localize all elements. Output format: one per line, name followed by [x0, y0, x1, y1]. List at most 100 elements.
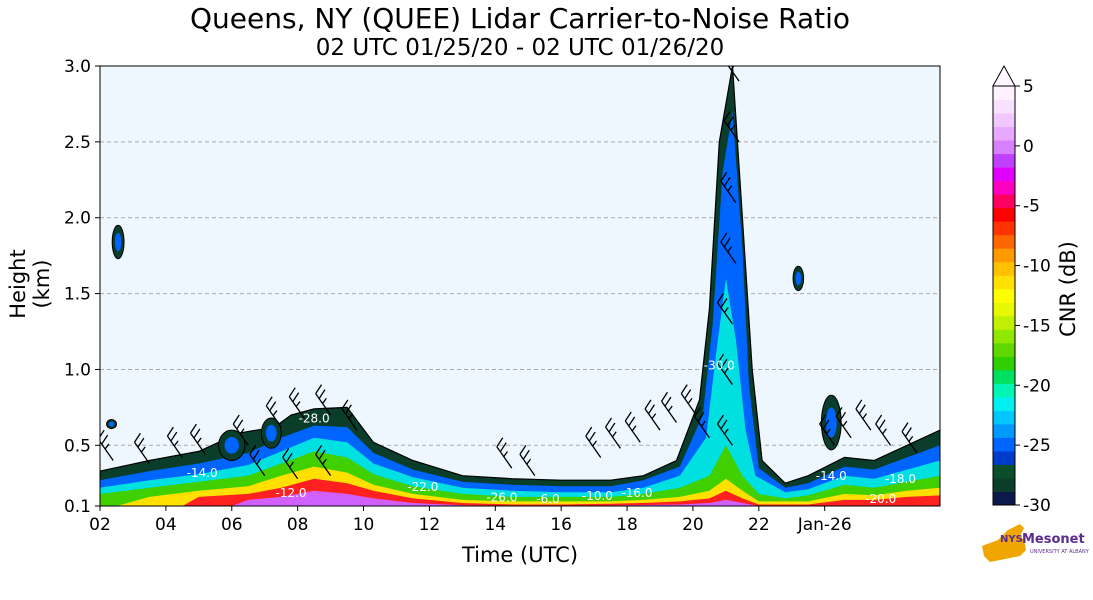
wind-barb — [315, 384, 332, 416]
colorbar-swatch — [993, 113, 1015, 128]
y-tick-label: 1.0 — [64, 360, 91, 380]
wind-barb — [100, 429, 114, 461]
colorbar-swatch — [993, 491, 1015, 506]
nys-mesonet-logo — [982, 524, 1026, 562]
y-axis: 0.1 0.5 1.0 1.5 2.0 2.5 3.0 — [64, 57, 100, 517]
cnr-layer-cyan — [100, 278, 940, 506]
colorbar-swatch — [993, 180, 1015, 195]
chart-title: Queens, NY (QUEE) Lidar Carrier-to-Noise… — [190, 2, 850, 35]
cnr-blob-core — [795, 271, 802, 286]
wind-barb — [496, 437, 513, 469]
x-tick-label: 10 — [353, 515, 375, 535]
wind-barb — [661, 391, 678, 423]
x-tick-label: 02 — [89, 515, 111, 535]
wind-barb — [189, 423, 206, 455]
contour-label: -18.0 — [885, 472, 916, 486]
contour-label: -10.0 — [582, 489, 613, 503]
wind-barb — [624, 411, 641, 443]
wind-barb — [680, 384, 697, 416]
wind-barb — [265, 396, 282, 428]
wind-barb — [723, 111, 740, 143]
cnr-layer-purple — [231, 490, 759, 506]
colorbar-tick-label: -25 — [1023, 436, 1051, 456]
logo-mesonet-text: Mesonet — [1022, 532, 1085, 547]
colorbar-swatch — [993, 329, 1015, 344]
cnr-blob-core — [108, 421, 115, 427]
colorbar-swatch — [993, 99, 1015, 114]
x-tick-label: 12 — [419, 515, 441, 535]
x-axis: 02 04 06 08 10 12 14 16 18 20 22 Jan-26 — [89, 506, 852, 535]
colorbar-swatch — [993, 167, 1015, 182]
contour-label: -14.0 — [187, 466, 218, 480]
colorbar-swatch — [993, 383, 1015, 398]
y-tick-label: 2.0 — [64, 209, 91, 229]
plot-frame — [99, 65, 941, 507]
wind-barb — [644, 399, 661, 431]
colorbar-tick-label: -10 — [1023, 257, 1051, 277]
colorbar-tick-label: -20 — [1023, 376, 1051, 396]
wind-barb — [693, 407, 710, 439]
grid-lines — [100, 141, 940, 446]
colorbar-frame — [992, 85, 1016, 506]
wind-barb — [605, 417, 622, 449]
y-tick-label: 1.5 — [64, 285, 91, 305]
wind-barb — [519, 444, 536, 477]
contour-label: -22.0 — [407, 480, 438, 494]
wind-barb — [901, 422, 918, 454]
colorbar-swatch — [993, 410, 1015, 425]
wind-barb — [819, 414, 836, 446]
wind-barb — [717, 414, 734, 446]
colorbar-swatch — [993, 234, 1015, 249]
wind-barb — [723, 66, 740, 82]
logo-nys-text: NYS — [1000, 534, 1023, 545]
wind-barb — [341, 399, 358, 431]
wind-barb — [288, 387, 305, 419]
x-tick-label: 20 — [682, 515, 704, 535]
cnr-blob-core — [224, 436, 240, 454]
colorbar-swatch — [993, 342, 1015, 357]
wind-barb — [720, 232, 737, 264]
contour-label: -6.0 — [536, 492, 559, 506]
contour-label: -16.0 — [621, 486, 652, 500]
colorbar: 5 0 -5 -10 -15 -20 -25 -30 — [992, 64, 1051, 516]
contour-label: -30.0 — [704, 358, 735, 372]
colorbar-swatch — [993, 126, 1015, 141]
wind-barb — [315, 444, 332, 477]
contour-label: -12.0 — [276, 486, 307, 500]
wind-barb — [585, 426, 602, 458]
contour-label: -26.0 — [486, 490, 517, 504]
wind-barb — [166, 426, 183, 458]
colorbar-swatch — [993, 194, 1015, 209]
colorbar-swatch — [993, 423, 1015, 438]
x-tick-label: Jan-26 — [797, 515, 852, 535]
x-axis-label: Time (UTC) — [461, 543, 579, 567]
chart-subtitle: 02 UTC 01/25/20 - 02 UTC 01/26/20 — [315, 35, 725, 61]
wind-barb — [249, 444, 266, 477]
x-tick-label: 22 — [748, 515, 770, 535]
colorbar-swatch — [993, 450, 1015, 465]
colorbar-tick-label: 0 — [1023, 137, 1034, 157]
contour-label: -20.0 — [865, 492, 896, 506]
wind-barb — [232, 414, 249, 446]
colorbar-tick-label: -5 — [1023, 197, 1040, 217]
y-tick-label: 3.0 — [64, 57, 91, 77]
wind-barbs — [100, 66, 918, 480]
colorbar-swatch — [993, 248, 1015, 263]
colorbar-tick-label: 5 — [1023, 77, 1034, 97]
colorbar-swatch — [993, 153, 1015, 168]
colorbar-swatch — [993, 437, 1015, 452]
x-tick-label: 16 — [550, 515, 572, 535]
contour-labels: -14.0 -12.0 -28.0 -22.0 -26.0 -6.0 -10.0 -16.0 -… — [187, 358, 916, 506]
colorbar-swatch — [993, 86, 1015, 101]
wind-barb — [855, 399, 872, 431]
colorbar-swatch — [993, 369, 1015, 384]
wind-barb — [720, 171, 737, 203]
wind-barb — [282, 448, 299, 480]
colorbar-swatch — [993, 302, 1015, 317]
colorbar-swatch — [993, 207, 1015, 222]
colorbar-swatch — [993, 275, 1015, 290]
cnr-blob-core — [114, 232, 122, 252]
cnr-field — [100, 66, 940, 506]
x-tick-label: 04 — [155, 515, 177, 535]
cnr-blob-core — [265, 424, 277, 442]
